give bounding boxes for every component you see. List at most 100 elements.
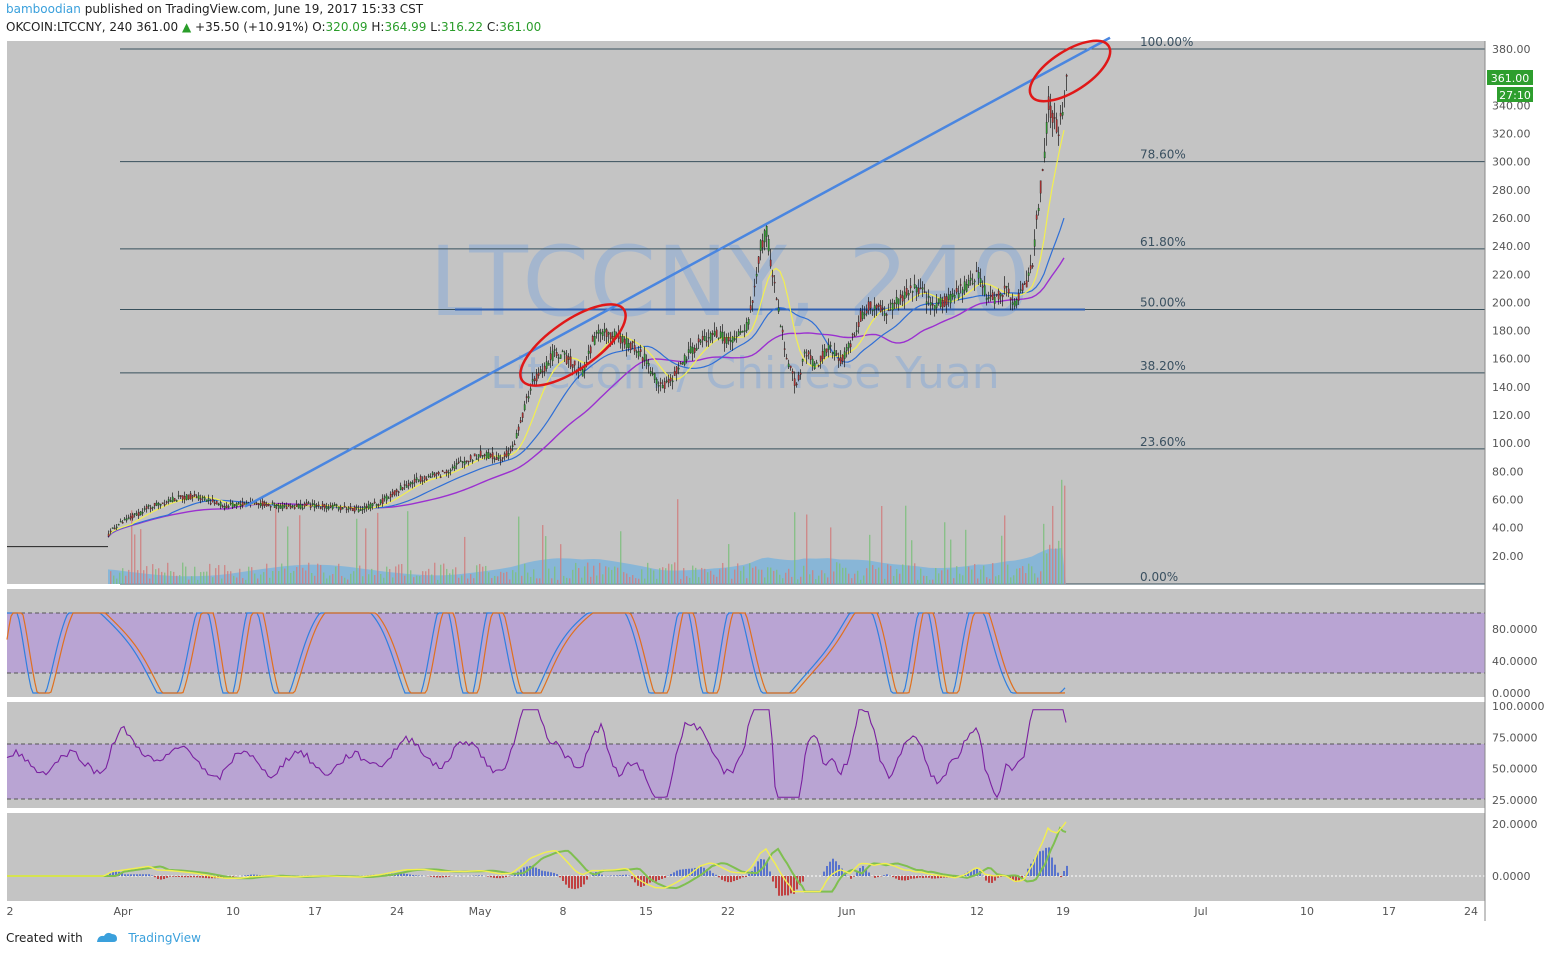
- candle-body: [201, 496, 204, 499]
- candle-body: [321, 503, 324, 507]
- volume-bar: [272, 571, 274, 584]
- candle-body: [901, 295, 904, 302]
- author-link[interactable]: bamboodian: [6, 2, 81, 16]
- candle-body: [129, 516, 132, 519]
- volume-bar: [455, 567, 457, 584]
- candle-body: [917, 287, 920, 294]
- volume-bar: [941, 570, 943, 584]
- candle-body: [413, 478, 416, 483]
- volume-bar: [893, 575, 895, 584]
- volume-bar: [419, 576, 421, 584]
- candle-body: [961, 289, 964, 294]
- price-axis[interactable]: 20.00 40.00 60.00 80.00 100.00 120.00 140.00 16…: [1492, 43, 1531, 563]
- macd-histogram-bar: [430, 876, 432, 877]
- volume-bar: [638, 578, 640, 584]
- macd-histogram-bar: [130, 874, 132, 876]
- candle-body: [893, 302, 896, 305]
- candle-body: [673, 370, 676, 376]
- macd-histogram-bar: [397, 873, 399, 876]
- volume-bar: [479, 563, 481, 584]
- chart-area[interactable]: LTCCNY, 240 Litecoin / Chinese Yuan 100.…: [0, 0, 1555, 925]
- candle-body: [151, 506, 154, 509]
- macd-panel[interactable]: [7, 813, 1485, 901]
- volume-bar: [305, 570, 307, 584]
- macd-histogram-bar: [829, 861, 831, 876]
- volume-bar: [758, 569, 760, 584]
- candle-body: [439, 476, 442, 478]
- candle-body: [629, 342, 632, 351]
- volume-bar: [485, 565, 487, 584]
- volume-bar: [539, 578, 541, 584]
- candle-body: [593, 336, 596, 345]
- price-tick: 180.00: [1492, 325, 1531, 338]
- candle-body: [191, 495, 194, 498]
- indicator-axes[interactable]: 80.000040.00000.0000100.000075.000050.00…: [1492, 623, 1545, 883]
- volume-bar: [596, 575, 598, 584]
- volume-bar: [233, 575, 235, 584]
- volume-bar: [500, 571, 502, 584]
- candle-body: [573, 360, 576, 366]
- tradingview-logo-icon[interactable]: [95, 930, 119, 947]
- candle-body: [687, 349, 690, 353]
- candle-body: [355, 506, 358, 509]
- candle-body: [791, 371, 794, 374]
- candle-body: [811, 358, 814, 367]
- volume-bar: [845, 567, 847, 584]
- macd-histogram-bar: [568, 876, 570, 888]
- macd-histogram-bar: [1009, 876, 1011, 878]
- candle-body: [749, 305, 752, 310]
- candle-body: [537, 372, 540, 376]
- volume-bar: [686, 576, 688, 584]
- candle-body: [1023, 283, 1026, 285]
- candle-body: [857, 321, 860, 328]
- macd-histogram-bar: [535, 867, 537, 876]
- macd-histogram-bar: [724, 876, 726, 882]
- tradingview-link[interactable]: TradingView: [128, 931, 201, 945]
- candle-body: [379, 499, 382, 504]
- candle-body: [709, 332, 712, 341]
- price-panel[interactable]: [7, 41, 1485, 584]
- time-tick: Jul: [1193, 905, 1207, 918]
- volume-bar: [359, 565, 361, 584]
- candle-body: [649, 371, 652, 374]
- candle-body: [341, 507, 344, 510]
- candle-body: [819, 355, 822, 362]
- volume-bar: [362, 576, 364, 584]
- volume-bar: [122, 568, 124, 584]
- volume-bar: [911, 540, 913, 584]
- macd-histogram-bar: [1060, 876, 1062, 878]
- candle-body: [479, 450, 482, 457]
- time-axis-labels[interactable]: 2 Apr 10 17 24 May 8 15 22 Jun 12 19 Jul 10 17 24: [7, 905, 1479, 918]
- volume-bar: [521, 575, 523, 584]
- volume-bar: [470, 574, 472, 584]
- macd-histogram-bar: [145, 874, 147, 876]
- candle-body: [647, 363, 650, 366]
- volume-bar: [416, 575, 418, 584]
- candle-body: [805, 355, 808, 357]
- candle-body: [771, 275, 774, 278]
- volume-bar: [989, 578, 991, 584]
- macd-histogram-bar: [715, 874, 717, 876]
- time-axis[interactable]: [7, 901, 1485, 921]
- candle-body: [423, 476, 426, 480]
- volume-bar: [563, 575, 565, 584]
- candle-body: [847, 343, 850, 349]
- volume-bar: [371, 568, 373, 584]
- macd-histogram-bar: [115, 871, 117, 876]
- volume-bar: [605, 566, 607, 584]
- volume-bar: [848, 573, 850, 584]
- low-value: 316.22: [441, 20, 484, 34]
- candle-body: [631, 341, 634, 344]
- candle-body: [883, 313, 886, 316]
- macd-histogram-bar: [148, 874, 150, 876]
- volume-bar: [326, 578, 328, 584]
- volume-bar: [836, 562, 838, 584]
- candle-body: [115, 526, 118, 529]
- macd-histogram-bar: [937, 876, 939, 879]
- drawings[interactable]: [244, 29, 1119, 508]
- candle-body: [465, 460, 468, 462]
- macd-histogram-bar: [658, 876, 660, 881]
- candle-body: [761, 240, 764, 248]
- volume-bar: [152, 564, 154, 584]
- candle-body: [493, 458, 496, 460]
